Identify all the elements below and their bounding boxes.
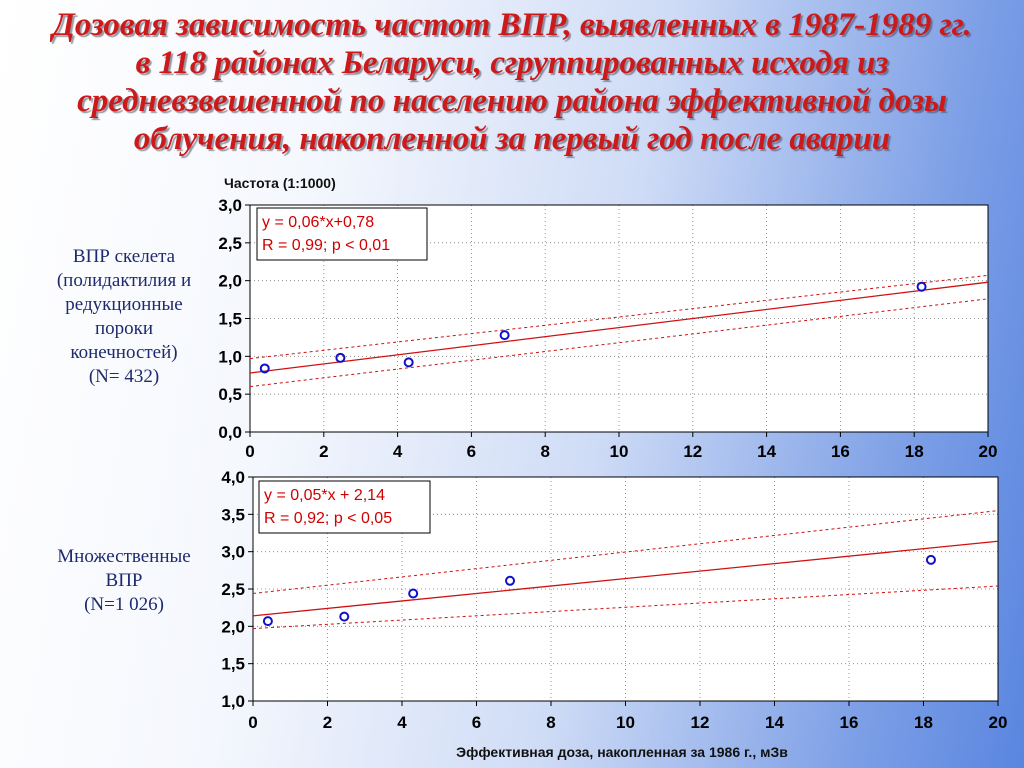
chart-2: 0 2 4 6 8 10 12 14 16 18 20 1,0 1,5 2,0 2,5 3,0 3,5 4,0 Эф…	[221, 468, 1007, 760]
regression-annotation-box	[258, 480, 431, 534]
data-point	[403, 357, 414, 368]
data-point	[925, 554, 936, 565]
data-point	[262, 616, 273, 627]
chart2-side-label: Множественные ВПР (N=1 026)	[26, 545, 222, 617]
x-tick-label: 0	[248, 713, 257, 732]
x-tick-label: 10	[610, 442, 629, 461]
regression-annotation-text: y = 0,05*x + 2,14	[264, 487, 385, 504]
x-tick-label: 18	[905, 442, 924, 461]
y-tick-label: 1,5	[221, 655, 245, 674]
x-tick-label: 14	[757, 442, 776, 461]
x-tick-label: 10	[616, 713, 635, 732]
side-label-line: конечностей)	[70, 342, 178, 363]
y-tick-label: 4,0	[221, 468, 245, 487]
x-tick-label: 16	[840, 713, 859, 732]
x-tick-label: 14	[765, 713, 784, 732]
side-label-line: редукционные	[65, 294, 183, 315]
side-label-line: (полидактилия и	[56, 270, 192, 291]
confidence-lower-line	[252, 585, 999, 630]
data-point	[335, 352, 346, 363]
y-tick-label: 2,5	[218, 234, 242, 253]
x-axis-label: Эффективная доза, накопленная за 1986 г.…	[456, 744, 788, 760]
x-tick-label: 4	[397, 713, 407, 732]
side-label-line: (N=1 026)	[84, 594, 164, 615]
x-tick-label: 0	[245, 442, 254, 461]
data-point	[505, 575, 516, 586]
data-point	[408, 588, 419, 599]
regression-annotation-box	[256, 207, 428, 261]
side-label-line: ВПР скелета	[72, 246, 176, 267]
y-tick-label: 1,5	[218, 310, 242, 329]
y-tick-label: 3,5	[221, 505, 245, 524]
side-label-line: Множественные	[57, 546, 191, 567]
y-tick-label: 2,0	[218, 272, 242, 291]
x-tick-label: 8	[546, 713, 555, 732]
chart-1: 0 2 4 6 8 10 12 14 16 18 20 0,0 0,5 1,0 1,5 2,0 2,5 3,0 Ча…	[218, 175, 997, 461]
y-tick-label: 2,0	[221, 617, 245, 636]
regression-annotation-text: y = 0,06*x+0,78	[262, 214, 374, 231]
data-point	[916, 281, 927, 292]
regression-line	[252, 540, 999, 617]
data-point	[339, 611, 350, 622]
x-tick-label: 16	[831, 442, 850, 461]
regression-annotation-text: R = 0,92; p < 0,05	[264, 510, 392, 527]
y-tick-label: 0,5	[218, 385, 242, 404]
x-tick-label: 12	[683, 442, 702, 461]
x-tick-label: 6	[472, 713, 481, 732]
confidence-lower-line	[249, 298, 989, 388]
x-tick-label: 6	[467, 442, 476, 461]
y-axis-label: Частота (1:1000)	[224, 175, 336, 191]
x-tick-label: 12	[691, 713, 710, 732]
y-tick-label: 3,0	[221, 543, 245, 562]
side-label-line: ВПР	[105, 570, 143, 591]
regression-line	[249, 281, 989, 374]
page-title: Дозовая зависимость частот ВПР, выявленн…	[0, 6, 1024, 158]
data-point	[499, 330, 510, 341]
y-tick-label: 1,0	[221, 692, 245, 711]
title-line: средневзвешенной по населению района эфф…	[77, 83, 947, 119]
title-line: Дозовая зависимость частот ВПР, выявленн…	[52, 7, 972, 43]
x-tick-label: 2	[323, 713, 332, 732]
confidence-upper-line	[252, 510, 999, 594]
title-line: облучения, накопленной за первый год пос…	[133, 121, 891, 157]
x-tick-label: 20	[979, 442, 998, 461]
y-tick-label: 3,0	[218, 196, 242, 215]
side-label-line: пороки	[94, 318, 154, 339]
side-label-line: (N= 432)	[88, 366, 160, 387]
x-tick-label: 4	[393, 442, 403, 461]
x-tick-label: 8	[540, 442, 549, 461]
chart1-side-label: ВПР скелета (полидактилия и редукционные…	[26, 245, 222, 389]
regression-annotation-text: R = 0,99; p < 0,01	[262, 237, 390, 254]
x-tick-label: 18	[914, 713, 933, 732]
y-tick-label: 1,0	[218, 347, 242, 366]
x-tick-label: 20	[989, 713, 1008, 732]
x-tick-label: 2	[319, 442, 328, 461]
y-tick-label: 0,0	[218, 423, 242, 442]
y-tick-label: 2,5	[221, 580, 245, 599]
confidence-upper-line	[249, 274, 989, 360]
title-line: в 118 районах Беларуси, сгруппированных …	[135, 45, 889, 81]
data-point	[259, 363, 270, 374]
